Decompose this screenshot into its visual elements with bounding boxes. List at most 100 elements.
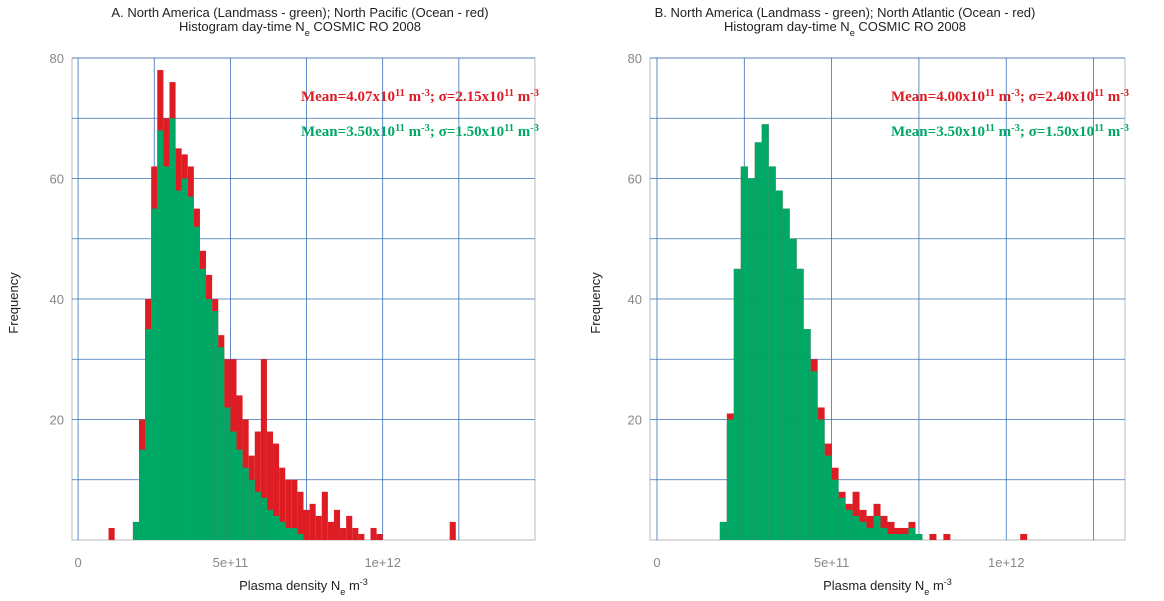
- annotation: Mean=4.00x1011 m-3; σ=2.40x1011 m-3: [891, 88, 1129, 106]
- histogram-bar: [449, 521, 456, 540]
- histogram-bar: [145, 329, 152, 540]
- histogram-bar: [193, 226, 200, 540]
- annotation-part: 11: [985, 88, 995, 99]
- annotation: Mean=3.50x1011 m-3; σ=1.50x1011 m-3: [301, 123, 539, 141]
- histogram-bar: [908, 527, 916, 540]
- annotation-part: ; σ=2.40x10: [1020, 89, 1094, 105]
- histogram-bar: [303, 509, 310, 540]
- x-tick-label: 0: [653, 555, 660, 570]
- annotation-part: ; σ=1.50x10: [1020, 124, 1094, 140]
- annotation-part: -3: [530, 123, 539, 134]
- histogram-bar: [132, 521, 140, 540]
- annotation-part: Mean=4.07x10: [301, 89, 395, 105]
- histogram-bar: [929, 533, 937, 540]
- annotation-part: 11: [504, 88, 514, 99]
- histogram-bar: [199, 268, 207, 540]
- histogram-bar: [291, 479, 298, 540]
- y-tick-label: 40: [50, 292, 64, 307]
- histogram-bar: [212, 311, 219, 540]
- histogram-bar: [370, 527, 377, 540]
- annotation-part: m: [995, 89, 1012, 105]
- histogram-bar: [224, 407, 231, 540]
- x-label-part: Plasma density N: [823, 578, 924, 593]
- annotation-part: 11: [504, 123, 514, 134]
- histogram-bar: [254, 491, 261, 540]
- x-label-part: e: [924, 587, 929, 597]
- y-tick-label: 20: [628, 413, 642, 428]
- histogram-bar: [831, 479, 839, 540]
- histogram-bar: [206, 299, 213, 540]
- annotation-part: -3: [421, 88, 430, 99]
- histogram-bar: [279, 467, 286, 540]
- histogram-bar: [254, 431, 261, 540]
- histogram-bar: [726, 419, 734, 540]
- annotation-part: 11: [1094, 88, 1104, 99]
- histogram-bar: [340, 527, 347, 540]
- histogram-bar: [873, 515, 881, 540]
- histogram-bar: [845, 509, 853, 540]
- histogram-bar: [761, 124, 769, 541]
- histogram-bar: [747, 178, 755, 540]
- subtitle-part: e: [305, 28, 310, 38]
- histogram-bar: [139, 449, 146, 540]
- histogram-bar: [248, 479, 255, 540]
- histogram-bar: [754, 142, 762, 540]
- annotation-part: m: [405, 124, 422, 140]
- histogram-bar: [163, 166, 170, 540]
- x-tick-label: 5e+11: [213, 555, 249, 570]
- histogram-bar: [187, 196, 194, 540]
- histogram-bar: [817, 419, 825, 540]
- histogram-bar: [915, 533, 923, 540]
- annotation-part: 11: [1094, 123, 1104, 134]
- histogram-bar: [285, 527, 292, 540]
- annotation-part: Mean=3.50x10: [891, 124, 985, 140]
- histogram-bar: [236, 449, 243, 540]
- annotation-part: m: [514, 89, 531, 105]
- histogram-bar: [346, 515, 353, 540]
- histogram-bar: [789, 238, 797, 540]
- subtitle-part: COSMIC RO 2008: [310, 19, 421, 34]
- x-label-part: -3: [360, 577, 368, 587]
- histogram-bar: [279, 521, 286, 540]
- chart-title: B. North America (Landmass - green); Nor…: [655, 5, 1036, 20]
- histogram-bar: [285, 479, 292, 540]
- histogram-bar: [266, 509, 274, 540]
- histogram-bar: [175, 190, 182, 541]
- annotation-part: -3: [530, 88, 539, 99]
- chart-title: A. North America (Landmass - green); Nor…: [111, 5, 488, 20]
- x-axis-label: Plasma density Ne m-3: [239, 577, 368, 597]
- histogram-bar: [358, 533, 365, 540]
- x-tick-label: 0: [74, 555, 81, 570]
- annotation-part: m: [405, 89, 422, 105]
- histogram-bar: [775, 190, 783, 541]
- histogram-bar: [838, 497, 846, 540]
- y-axis-label: Frequency: [588, 272, 603, 334]
- histogram-bar: [782, 208, 790, 540]
- histogram-bar: [273, 515, 280, 540]
- histogram-bar: [151, 208, 158, 540]
- subtitle-part: Histogram day-time N: [724, 19, 850, 34]
- y-tick-label: 40: [628, 292, 642, 307]
- histogram-bar: [719, 521, 727, 540]
- histogram-bar: [157, 130, 164, 541]
- histogram-bar: [273, 443, 280, 540]
- histogram-bar: [1020, 533, 1028, 540]
- histogram-bar: [887, 521, 895, 540]
- histogram-bar: [894, 533, 902, 540]
- histogram-bar: [218, 347, 225, 540]
- histogram-bar: [242, 467, 249, 540]
- histogram-bar: [803, 329, 811, 540]
- subtitle-part: COSMIC RO 2008: [855, 19, 966, 34]
- chart-subtitle: Histogram day-time Ne COSMIC RO 2008: [724, 19, 966, 38]
- histogram-bar: [260, 359, 267, 540]
- y-tick-label: 80: [50, 51, 64, 66]
- annotation-part: Mean=4.00x10: [891, 89, 985, 105]
- subtitle-part: e: [850, 28, 855, 38]
- histogram-bar: [887, 533, 895, 540]
- histogram-bar: [810, 371, 818, 540]
- annotation-part: m: [1104, 124, 1121, 140]
- annotation: Mean=4.07x1011 m-3; σ=2.15x1011 m-3: [301, 88, 539, 106]
- annotation-part: -3: [1011, 88, 1020, 99]
- histogram-bar: [824, 455, 832, 540]
- annotation-part: Mean=3.50x10: [301, 124, 395, 140]
